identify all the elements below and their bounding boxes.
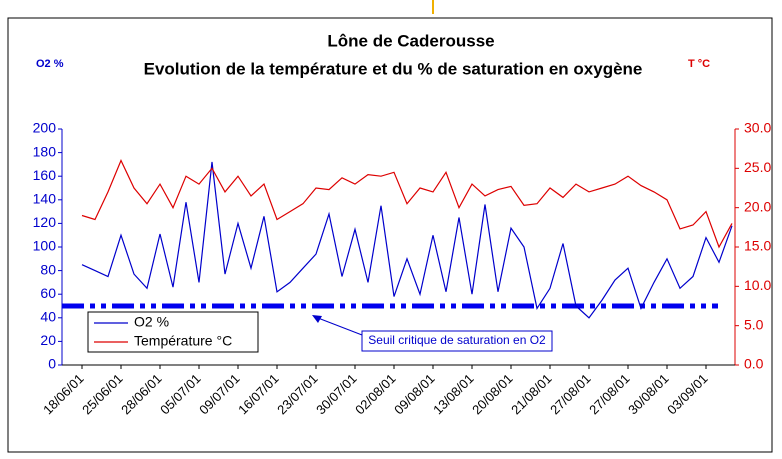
series-line (81, 161, 733, 319)
annotation: Seuil critique de saturation en O2 (368, 333, 546, 347)
y2-axis-label: T °C (688, 58, 710, 70)
y-tick-label: 80 (40, 261, 56, 277)
y-tick-label: 20 (40, 332, 56, 348)
series-line (81, 159, 733, 249)
y2-tick-label: 5.0 (744, 316, 764, 332)
y-tick-label: 0 (48, 356, 56, 372)
chart-subtitle: Evolution de la température et du % de s… (144, 59, 643, 78)
chart-frame (7, 17, 773, 453)
y2-tick-label: 15.0 (744, 238, 771, 254)
y2-tick-label: 0.0 (744, 356, 764, 372)
legend-box (87, 311, 259, 353)
legend-label: Température °C (134, 333, 232, 349)
y-tick-label: 40 (40, 309, 56, 325)
y-tick-label: 60 (40, 285, 56, 301)
annotation-box (361, 330, 553, 352)
y-tick-label: 180 (33, 143, 57, 159)
legend-label: O2 % (134, 314, 169, 330)
y2-tick-label: 10.0 (744, 277, 771, 293)
y-tick-label: 140 (33, 191, 57, 207)
y-tick-label: 120 (33, 214, 57, 230)
y2-tick-label: 25.0 (744, 159, 771, 175)
annotation-arrowhead (312, 315, 322, 323)
y-tick-label: 200 (33, 120, 57, 136)
y-tick-label: 100 (33, 238, 57, 254)
y2-tick-label: 20.0 (744, 198, 771, 214)
y-axis-label: O2 % (36, 58, 64, 70)
y2-tick-label: 30.0 (744, 120, 771, 136)
chart-title: Lône de Caderousse (327, 31, 494, 50)
y-tick-label: 160 (33, 167, 57, 183)
